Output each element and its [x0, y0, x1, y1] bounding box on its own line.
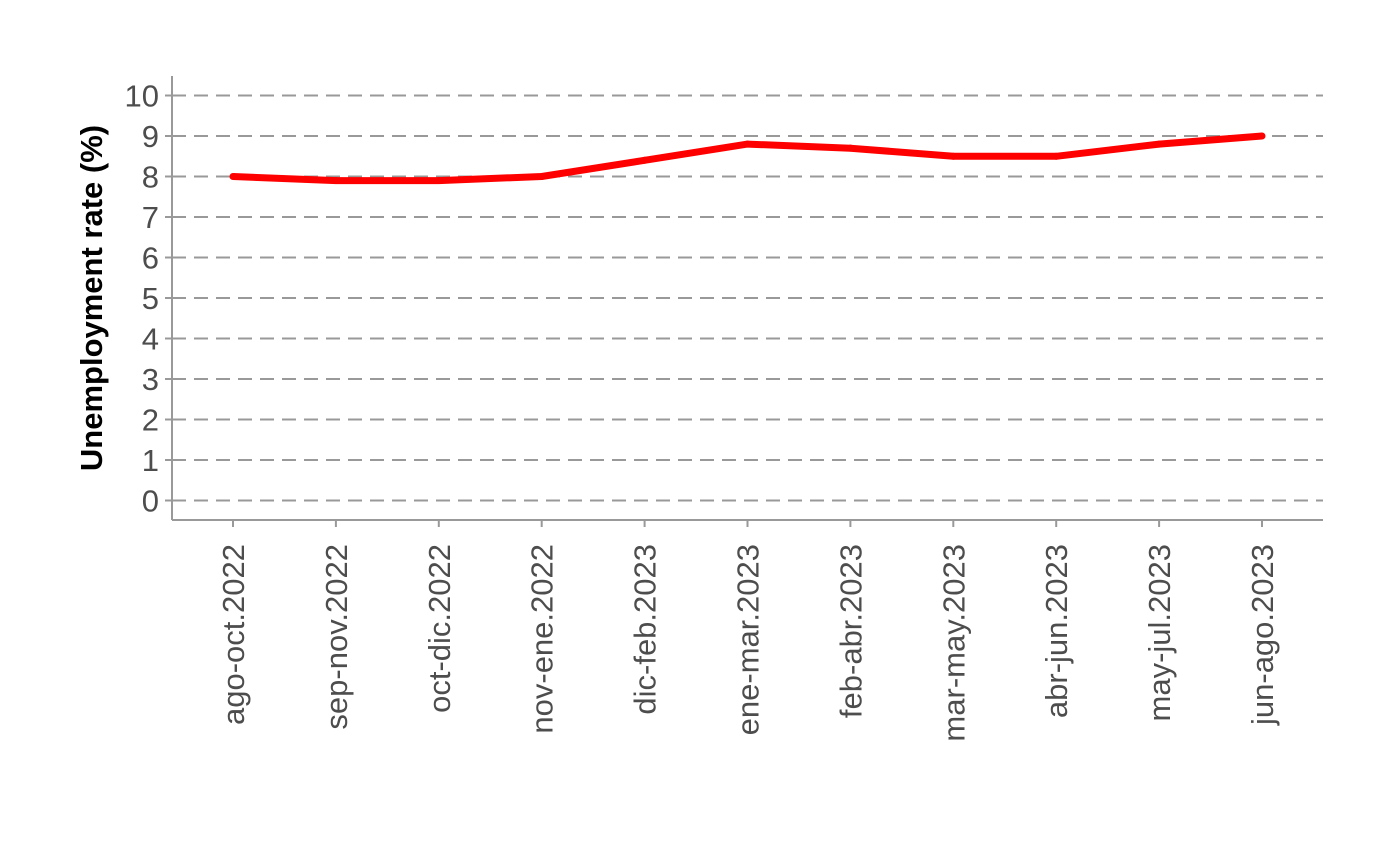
data-series — [229, 132, 1266, 185]
x-tick-label: jun-ago.2023 — [1245, 544, 1280, 726]
data-point — [744, 140, 751, 148]
data-point — [332, 177, 340, 185]
y-tick-label: 7 — [142, 200, 159, 235]
x-tick-label: dic-feb.2023 — [628, 544, 663, 715]
data-point — [1258, 132, 1266, 140]
y-tick-label: 9 — [142, 119, 159, 154]
data-point — [949, 152, 957, 160]
data-point — [846, 144, 854, 152]
data-point — [1155, 140, 1163, 148]
y-tick-label: 4 — [142, 322, 159, 357]
y-tick-label: 2 — [142, 403, 159, 438]
y-tick-label: 1 — [142, 443, 159, 478]
y-tick-label: 5 — [142, 281, 159, 316]
x-tick-label: mar-may.2023 — [936, 544, 971, 742]
data-point — [435, 177, 443, 185]
y-tick-label: 8 — [142, 160, 159, 195]
gridlines — [172, 94, 1323, 502]
y-tick-label: 10 — [125, 79, 159, 114]
x-tick-labels: ago-oct.2022 sep-nov.2022 oct-dic.2022 nov-… — [216, 544, 1280, 742]
y-tick-label: 0 — [142, 484, 159, 519]
x-tick-label: oct-dic.2022 — [422, 544, 457, 713]
x-tick-label: ene-mar.2023 — [731, 544, 766, 735]
y-tick-label: 3 — [142, 362, 159, 397]
x-tick-label: feb-abr.2023 — [833, 544, 868, 718]
y-tick-label: 6 — [142, 241, 159, 276]
data-point — [641, 156, 649, 164]
x-tick-label: may-jul.2023 — [1142, 544, 1177, 721]
axes — [165, 76, 1323, 527]
x-tick-label: ago-oct.2022 — [216, 544, 251, 725]
data-point — [229, 173, 237, 180]
data-point — [538, 173, 546, 180]
x-tick-label: sep-nov.2022 — [319, 544, 354, 730]
y-axis-label: Unemployment rate (%) — [74, 125, 109, 471]
x-tick-label: nov-ene.2022 — [525, 544, 560, 734]
x-tick-label: abr-jun.2023 — [1039, 544, 1074, 718]
y-tick-labels: 0 1 2 3 4 5 6 7 8 9 10 — [125, 79, 159, 519]
data-point — [1052, 152, 1060, 160]
